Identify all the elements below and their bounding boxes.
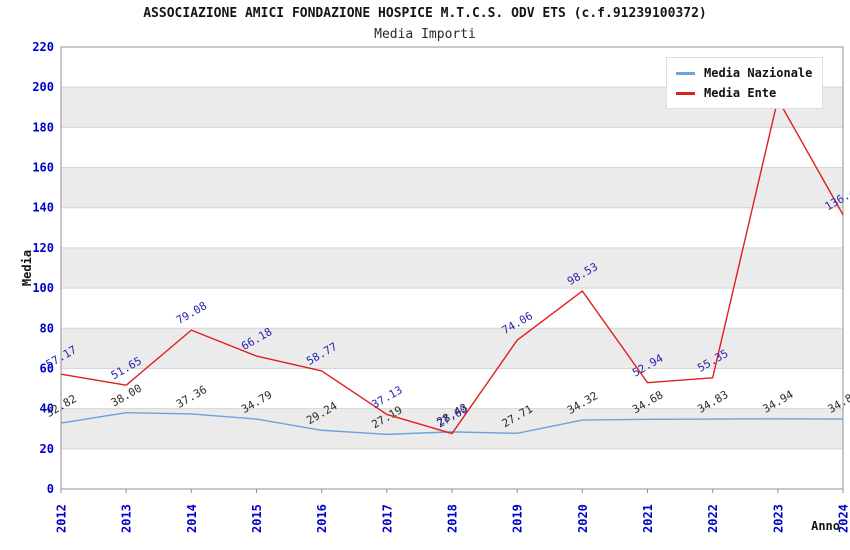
- x-tick-label: 2023: [771, 504, 785, 533]
- y-tick-label: 60: [40, 361, 54, 375]
- y-tick-label: 100: [32, 281, 54, 295]
- point-label: 37.36: [174, 383, 209, 411]
- series-line-media-nazionale: [60, 411, 844, 436]
- legend-item-media-ente: Media Ente: [676, 83, 812, 103]
- media-nazionale-swatch-icon: [676, 71, 695, 75]
- x-tick-label: 2017: [380, 504, 394, 533]
- plot-band: [61, 328, 843, 369]
- x-axis-title: Anno: [811, 519, 840, 533]
- plot-band: [61, 408, 843, 449]
- point-label: 34.83: [826, 388, 850, 416]
- x-tick-label: 2014: [185, 504, 199, 533]
- plot-band: [61, 167, 843, 208]
- y-tick-label: 40: [40, 402, 54, 416]
- point-label: 38.00: [109, 382, 144, 410]
- y-axis-title: Media: [20, 250, 34, 286]
- y-tick-label: 220: [32, 40, 54, 54]
- x-tick-label: 2024: [837, 504, 850, 533]
- x-tick-label: 2015: [250, 504, 264, 533]
- legend-label: Media Nazionale: [704, 66, 813, 80]
- x-tick-label: 2018: [446, 504, 460, 533]
- legend-item-media-nazionale: Media Nazionale: [676, 63, 812, 83]
- chart-legend: Media Nazionale Media Ente: [666, 57, 824, 109]
- x-tick-label: 2022: [706, 504, 720, 533]
- x-tick-label: 2021: [641, 504, 655, 533]
- y-tick-label: 160: [32, 161, 54, 175]
- x-tick-label: 2020: [576, 504, 590, 533]
- x-tick-label: 2016: [315, 504, 329, 533]
- x-tick-label: 2019: [511, 504, 525, 533]
- point-label: 79.08: [174, 299, 209, 327]
- chart-title: ASSOCIAZIONE AMICI FONDAZIONE HOSPICE M.…: [143, 6, 707, 21]
- y-tick-label: 180: [32, 120, 54, 134]
- plot-band: [61, 247, 843, 289]
- y-tick-label: 200: [32, 80, 54, 94]
- y-tick-label: 80: [40, 321, 54, 335]
- x-tick-label: 2012: [55, 504, 69, 533]
- legend-label: Media Ente: [704, 86, 777, 100]
- y-tick-label: 140: [32, 201, 54, 215]
- y-tick-label: 20: [40, 442, 54, 456]
- x-tick-label: 2013: [120, 504, 134, 533]
- chart-subtitle: Media Importi: [374, 27, 476, 42]
- y-tick-label: 0: [47, 482, 54, 496]
- y-tick-label: 120: [32, 241, 54, 255]
- media-ente-swatch-icon: [676, 91, 695, 95]
- series-line-media-ente: [60, 98, 844, 435]
